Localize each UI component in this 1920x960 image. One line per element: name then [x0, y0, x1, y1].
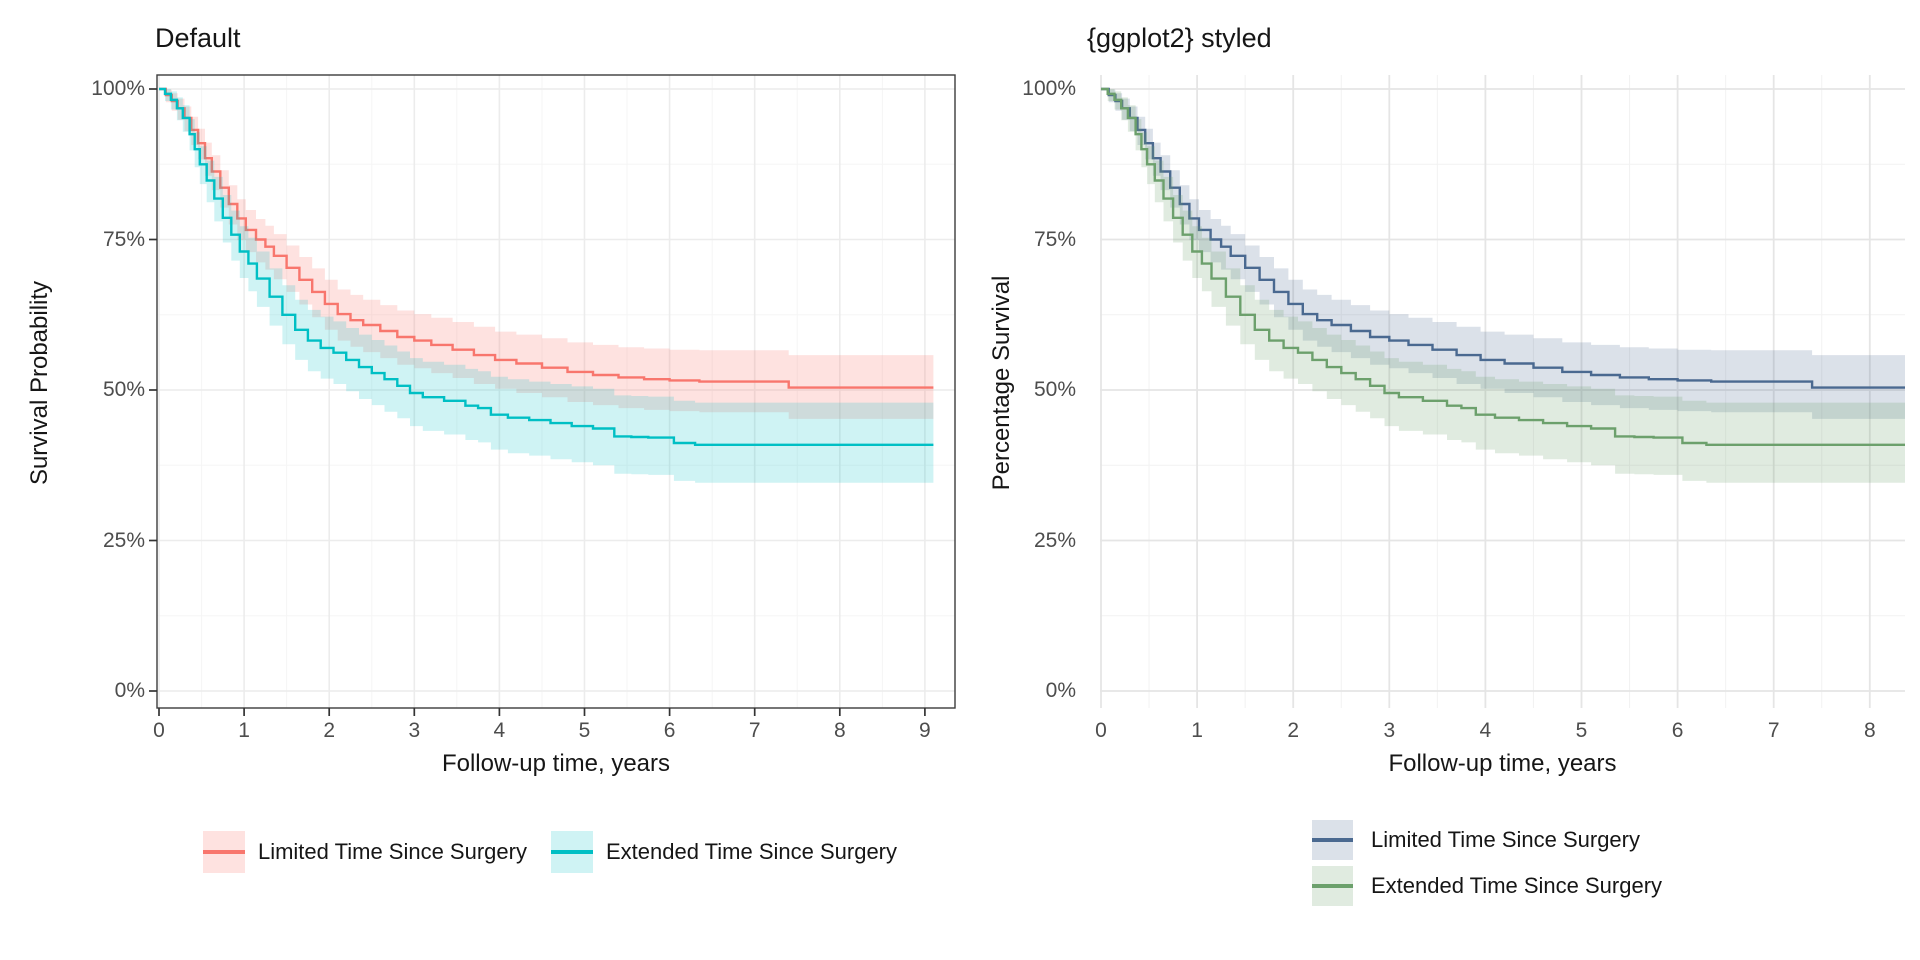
- x-tick-label: 5: [578, 719, 591, 742]
- legend-key-swatch: [1312, 866, 1353, 906]
- y-tick-label: 50%: [102, 378, 145, 401]
- panel-title-default: Default: [155, 23, 241, 53]
- legend-label: Limited Time Since Surgery: [257, 839, 527, 864]
- legend-label: Limited Time Since Surgery: [1371, 827, 1640, 852]
- x-tick-label: 0: [153, 719, 165, 742]
- x-tick-label: 1: [238, 719, 250, 742]
- legend-key-swatch: [202, 831, 245, 873]
- y-tick-label: 0%: [114, 679, 145, 702]
- confidence-ribbon-1: [159, 89, 934, 483]
- panel-border: [156, 74, 956, 709]
- x-tick-label: 7: [1767, 719, 1780, 742]
- panel-title-ggplot2-styled: {ggplot2} styled: [1087, 23, 1272, 53]
- km-curve-0: [159, 87, 934, 389]
- x-tick-label: 5: [1575, 719, 1588, 742]
- legend-item: Limited Time Since Surgery: [1312, 820, 1640, 860]
- x-tick-label: 6: [663, 719, 676, 742]
- x-tick-label: 3: [1383, 719, 1396, 742]
- y-tick-label: 25%: [102, 528, 145, 552]
- y-tick-label: 75%: [1033, 227, 1076, 251]
- y-tick-label: 0%: [1045, 679, 1076, 702]
- confidence-ribbon-0: [1101, 89, 1905, 419]
- x-axis-title-right: Follow-up time, years: [1388, 750, 1617, 777]
- x-tick-label: 0: [1095, 719, 1107, 742]
- km-curve-0: [1101, 87, 1905, 389]
- legend-key-swatch: [550, 831, 593, 873]
- x-tick-label: 6: [1671, 719, 1684, 742]
- y-tick-label: 25%: [1033, 528, 1076, 552]
- x-tick-label: 2: [323, 719, 336, 742]
- legend-label: Extended Time Since Surgery: [605, 839, 898, 864]
- x-tick-label: 8: [833, 719, 846, 742]
- legend-default: Limited Time Since Surgery Extended Time …: [110, 831, 990, 873]
- x-tick-label: 9: [919, 719, 931, 742]
- legend-item: Extended Time Since Surgery: [550, 831, 898, 873]
- x-tick-label: 2: [1287, 719, 1300, 742]
- axis-tick-marks: [149, 88, 926, 716]
- gridlines: [1100, 75, 1905, 708]
- confidence-ribbon-1: [1101, 89, 1905, 483]
- km-curve-1: [159, 87, 934, 446]
- x-tick-label: 4: [1479, 719, 1492, 742]
- x-axis-title-left: Follow-up time, years: [441, 750, 671, 777]
- panel-0: [149, 74, 956, 716]
- y-tick-label: 100%: [91, 77, 145, 100]
- x-tick-label: 8: [1863, 719, 1876, 742]
- x-tick-label: 4: [493, 719, 506, 742]
- legend-key-line: [550, 850, 593, 854]
- legend-key-line: [1312, 884, 1353, 888]
- curves: [1101, 87, 1905, 483]
- legend-key-swatch: [1312, 820, 1353, 860]
- legend-ggplot2: Limited Time Since Surgery Extended Time …: [1312, 820, 1662, 906]
- legend-item: Limited Time Since Surgery: [202, 831, 527, 873]
- legend-key-line: [202, 850, 245, 854]
- x-tick-label: 3: [408, 719, 421, 742]
- confidence-ribbon-0: [159, 89, 934, 419]
- y-tick-label: 50%: [1033, 378, 1076, 401]
- curves: [159, 87, 934, 483]
- legend-item: Extended Time Since Surgery: [1312, 866, 1662, 906]
- legend-key-line: [1312, 838, 1353, 842]
- y-tick-label: 75%: [102, 227, 145, 251]
- x-tick-label: 1: [1191, 719, 1203, 742]
- x-tick-label: 7: [748, 719, 761, 742]
- y-tick-label: 100%: [1022, 77, 1076, 100]
- legend-label: Extended Time Since Surgery: [1371, 873, 1663, 898]
- panel-1: [1100, 75, 1905, 708]
- km-curve-1: [1101, 87, 1905, 446]
